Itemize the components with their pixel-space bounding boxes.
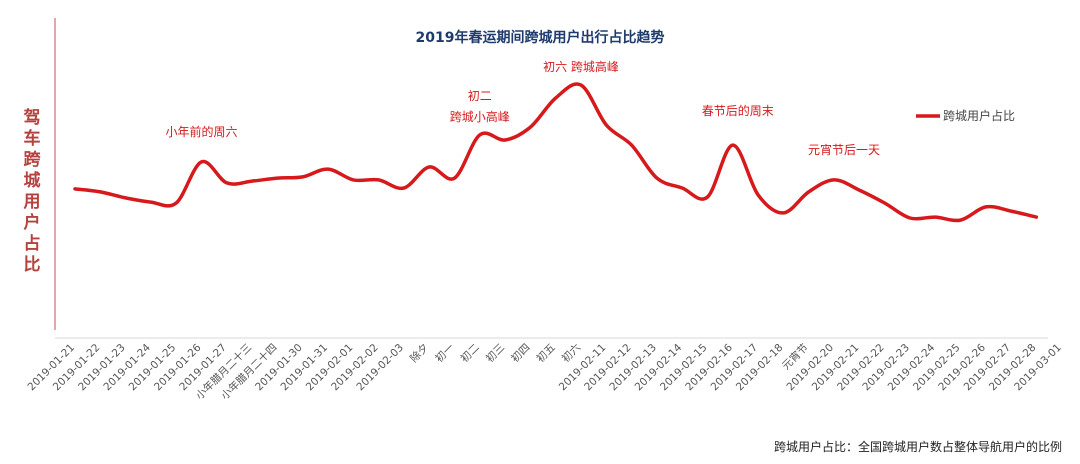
legend-label: 跨城用户占比	[943, 108, 1015, 123]
x-tick-label: 初五	[534, 341, 558, 365]
annotation: 初六 跨城高峰	[543, 59, 619, 74]
x-tick-label: 初四	[508, 341, 532, 365]
x-tick-label: 初二	[458, 341, 482, 365]
y-axis-label: 驾车跨城用户占比	[23, 108, 41, 275]
chart-title: 2019年春运期间跨城用户出行占比趋势	[416, 29, 665, 46]
annotation: 春节后的周末	[702, 103, 774, 118]
annotation: 初二	[468, 89, 492, 103]
annotation: 元宵节后一天	[808, 142, 880, 157]
annotation: 跨城小高峰	[450, 109, 510, 124]
x-tick-label: 除夕	[407, 341, 431, 365]
annotation: 小年前的周六	[165, 124, 237, 139]
x-tick-label: 初三	[483, 341, 507, 365]
series-line	[73, 82, 1039, 223]
footnote: 跨城用户占比：全国跨城用户数占整体导航用户的比例	[773, 440, 1062, 454]
x-tick-label: 初一	[433, 341, 457, 365]
